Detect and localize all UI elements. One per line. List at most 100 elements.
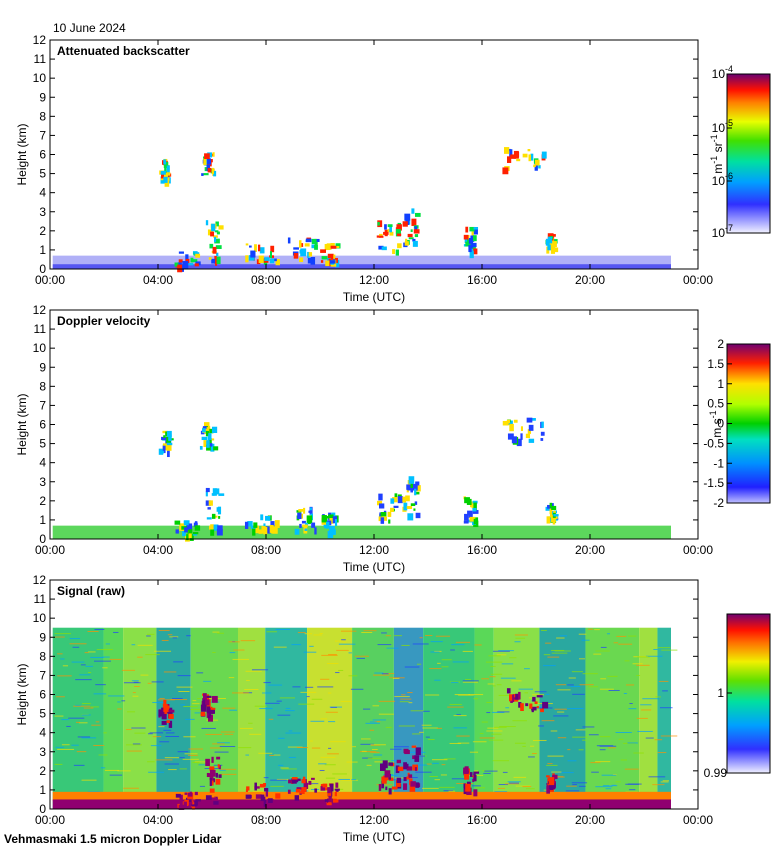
cloud-pixel <box>211 780 214 786</box>
x-tick-label: 00:00 <box>35 813 65 827</box>
signal-noise <box>334 640 344 642</box>
cloud-pixel <box>532 696 536 702</box>
cloud-pixel <box>194 525 201 531</box>
signal-noise <box>378 713 394 715</box>
cloud-pixel <box>302 776 306 781</box>
panel-title: Signal (raw) <box>57 584 125 598</box>
cloud-pixel <box>266 800 273 807</box>
cloud-pixel <box>387 511 392 517</box>
cloud-pixel <box>540 438 544 441</box>
signal-noise <box>275 628 291 630</box>
signal-noise <box>164 763 180 765</box>
signal-noise <box>132 695 139 697</box>
cloud-pixel <box>507 690 511 694</box>
cloud-pixel <box>206 158 212 165</box>
signal-noise <box>359 751 377 753</box>
cloud-pixel <box>161 436 167 441</box>
signal-noise <box>361 750 367 752</box>
cloud-pixel <box>377 221 380 226</box>
cloud-pixel <box>382 516 387 521</box>
signal-noise <box>660 781 669 783</box>
panel-title: Doppler velocity <box>57 314 151 328</box>
cloud-pixel <box>387 224 393 228</box>
cloud-pixel <box>407 513 414 521</box>
cloud-pixel <box>215 488 220 495</box>
signal-noise <box>481 678 489 680</box>
cloud-pixel <box>513 419 518 423</box>
colorbar-tick-exponent: -7 <box>725 223 733 233</box>
signal-noise <box>340 630 357 632</box>
signal-noise <box>545 693 550 695</box>
cloud-pixel <box>202 426 207 429</box>
cloud-pixel <box>264 257 270 261</box>
cloud-pixel <box>269 251 272 259</box>
signal-noise <box>81 779 97 781</box>
signal-noise <box>60 658 65 660</box>
cloud-pixel <box>408 774 413 778</box>
signal-noise <box>172 637 178 639</box>
signal-noise <box>161 639 169 641</box>
x-tick-label: 20:00 <box>575 543 605 557</box>
signal-noise <box>336 649 349 651</box>
signal-noise <box>551 652 568 654</box>
signal-noise <box>419 731 424 733</box>
cloud-pixel <box>415 782 420 788</box>
signal-noise <box>419 637 423 639</box>
cloud-pixel <box>549 510 553 518</box>
cloud-pixel <box>247 521 253 527</box>
cloud-pixel <box>329 518 336 522</box>
signal-noise <box>326 663 339 665</box>
cloud-pixel <box>395 249 399 256</box>
colorbar: 10.99 <box>704 613 771 780</box>
signal-noise <box>641 709 652 711</box>
signal-noise <box>497 711 510 713</box>
cloud-pixel <box>210 231 215 237</box>
cloud-pixel <box>469 226 475 232</box>
signal-noise <box>587 628 594 630</box>
cloud-pixel <box>158 709 163 717</box>
signal-noise <box>69 638 81 640</box>
cloud-pixel <box>508 694 513 702</box>
y-tick-label: 2 <box>39 764 46 778</box>
signal-band <box>103 627 124 809</box>
y-axis-label: Height (km) <box>15 393 29 455</box>
signal-noise <box>306 696 310 698</box>
cloud-pixel <box>178 259 183 263</box>
signal-noise <box>126 744 142 746</box>
cloud-pixel <box>522 153 528 158</box>
colorbar-scale <box>726 343 771 504</box>
signal-noise <box>310 720 325 722</box>
signal-noise <box>342 641 347 643</box>
cloud-pixel <box>414 501 418 505</box>
signal-noise <box>412 643 429 645</box>
y-tick-label: 6 <box>39 418 46 432</box>
signal-noise <box>179 768 187 770</box>
colorbar-tick-label: 1 <box>717 686 724 700</box>
colorbar-tick-exponent: -6 <box>725 171 733 181</box>
cloud-pixel <box>207 715 211 719</box>
signal-noise <box>596 745 614 747</box>
signal-noise <box>309 740 313 742</box>
signal-noise <box>507 781 521 783</box>
cloud-pixel <box>163 161 169 168</box>
signal-noise <box>155 759 173 761</box>
signal-noise <box>505 707 510 709</box>
signal-noise <box>222 707 236 709</box>
signal-noise <box>311 698 323 700</box>
signal-noise <box>612 774 617 776</box>
cloud-pixel <box>177 803 180 808</box>
cloud-pixel <box>209 788 215 793</box>
cloud-pixel <box>412 238 416 242</box>
cloud-pixel <box>311 238 317 245</box>
cloud-pixel <box>163 170 169 177</box>
cloud-pixel <box>182 531 186 537</box>
signal-noise <box>288 756 296 758</box>
cloud-pixel <box>217 506 222 515</box>
y-tick-label: 5 <box>39 167 46 181</box>
footer-label: Vehmasmaki 1.5 micron Doppler Lidar <box>4 832 222 846</box>
cloud-pixel <box>511 694 515 703</box>
signal-noise <box>244 689 259 691</box>
signal-noise <box>439 786 455 788</box>
cloud-pixel <box>536 695 543 698</box>
cloud-pixel <box>298 257 304 263</box>
